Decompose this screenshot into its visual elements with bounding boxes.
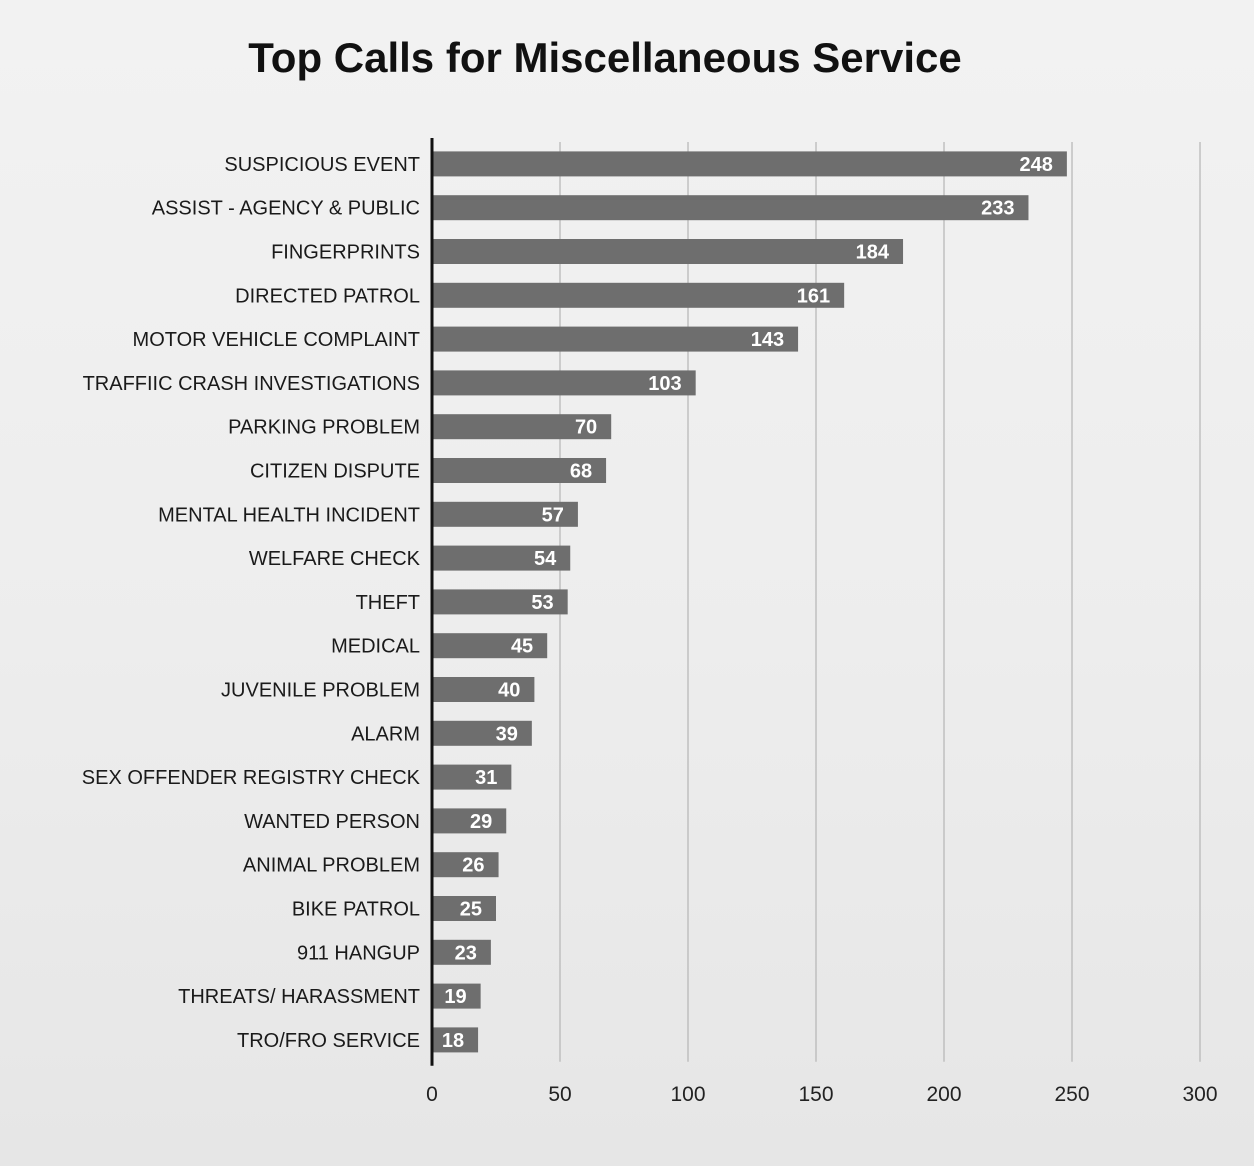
bar [432, 326, 799, 352]
category-label: MENTAL HEALTH INCIDENT [158, 504, 420, 526]
data-label: 161 [797, 285, 830, 307]
category-label: WANTED PERSON [244, 811, 420, 833]
data-label: 18 [442, 1030, 464, 1052]
category-label: 911 HANGUP [297, 942, 420, 964]
bar [432, 282, 845, 308]
bar [432, 939, 491, 965]
bar [432, 808, 507, 834]
bar [432, 195, 1029, 221]
category-label: ALARM [351, 723, 420, 745]
data-label: 53 [531, 592, 553, 614]
data-label: 54 [534, 548, 557, 570]
category-label: THEFT [356, 592, 420, 614]
x-tick-label: 100 [670, 1083, 705, 1106]
category-label: ASSIST - AGENCY & PUBLIC [152, 198, 420, 220]
category-label: SUSPICIOUS EVENT [224, 154, 420, 176]
category-label: JUVENILE PROBLEM [221, 680, 420, 702]
x-tick-label: 300 [1182, 1083, 1217, 1106]
data-label: 31 [475, 767, 497, 789]
bar [432, 764, 512, 790]
data-label: 25 [460, 899, 482, 921]
bar [432, 151, 1067, 177]
data-label: 184 [856, 242, 890, 264]
bar [432, 501, 578, 527]
data-label: 68 [570, 461, 592, 483]
bar [432, 852, 499, 878]
data-label: 29 [470, 811, 492, 833]
data-label: 19 [444, 986, 466, 1008]
data-label: 45 [511, 636, 533, 658]
x-tick-label: 200 [926, 1083, 961, 1106]
chart-title: Top Calls for Miscellaneous Service [248, 34, 962, 81]
bar [432, 983, 481, 1009]
category-label: CITIZEN DISPUTE [250, 461, 420, 483]
category-label: BIKE PATROL [292, 899, 420, 921]
bar [432, 896, 496, 921]
bar [432, 458, 607, 483]
data-label: 26 [462, 855, 484, 877]
data-label: 57 [542, 504, 564, 526]
category-label: DIRECTED PATROL [235, 285, 420, 307]
bar [432, 239, 904, 264]
data-label: 23 [455, 942, 477, 964]
bar [432, 633, 548, 659]
bar [432, 545, 571, 571]
bar [432, 720, 532, 746]
x-tick-label: 0 [426, 1083, 438, 1106]
category-label: THREATS/ HARASSMENT [178, 986, 420, 1008]
x-tick-label: 150 [798, 1083, 833, 1106]
bar [432, 370, 696, 396]
data-label: 233 [981, 198, 1014, 220]
bar [432, 414, 612, 440]
category-label: WELFARE CHECK [249, 548, 421, 570]
data-label: 248 [1020, 154, 1053, 176]
category-label: TRO/FRO SERVICE [237, 1030, 420, 1052]
data-label: 40 [498, 680, 520, 702]
bar [432, 1027, 479, 1053]
x-tick-label: 250 [1054, 1083, 1089, 1106]
category-label: ANIMAL PROBLEM [243, 855, 420, 877]
x-tick-label: 50 [548, 1083, 571, 1106]
data-label: 103 [648, 373, 681, 395]
data-label: 39 [496, 723, 518, 745]
data-label: 143 [751, 329, 784, 351]
bar [432, 677, 535, 702]
data-label: 70 [575, 417, 597, 439]
category-label: MOTOR VEHICLE COMPLAINT [133, 329, 420, 351]
category-label: MEDICAL [331, 636, 420, 658]
category-label: PARKING PROBLEM [228, 417, 420, 439]
category-label: TRAFFIIC CRASH INVESTIGATIONS [83, 373, 420, 395]
category-label: FINGERPRINTS [271, 242, 420, 264]
category-label: SEX OFFENDER REGISTRY CHECK [82, 767, 421, 789]
bar [432, 589, 568, 615]
